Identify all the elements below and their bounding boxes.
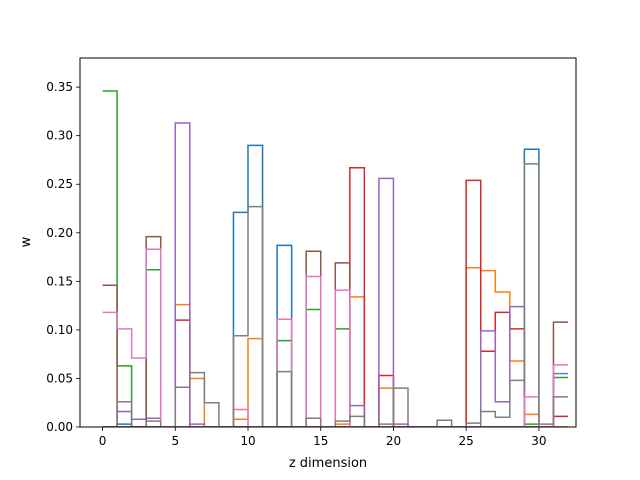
series-line-8 — [102, 163, 568, 427]
y-tick-label: 0.35 — [46, 80, 73, 94]
y-axis-ticks: 0.00 0.05 0.10 0.15 0.20 0.25 0.30 0.35 — [46, 80, 80, 434]
y-tick-label: 0.15 — [46, 274, 73, 288]
x-axis-label: z dimension — [289, 456, 367, 471]
y-tick-label: 0.00 — [46, 420, 73, 434]
x-tick-label: 0 — [99, 434, 107, 448]
x-tick-label: 25 — [459, 434, 474, 448]
y-tick-label: 0.05 — [46, 371, 73, 385]
x-tick-label: 5 — [171, 434, 179, 448]
plot-area — [102, 90, 568, 427]
y-tick-label: 0.20 — [46, 226, 73, 240]
y-tick-label: 0.10 — [46, 323, 73, 337]
x-axis-ticks: 0 5 10 15 20 25 30 — [99, 427, 547, 448]
x-tick-label: 15 — [313, 434, 328, 448]
x-tick-label: 10 — [240, 434, 255, 448]
axes-frame — [79, 57, 577, 428]
x-tick-label: 20 — [386, 434, 401, 448]
x-tick-label: 30 — [531, 434, 546, 448]
series-line-7 — [102, 248, 568, 427]
series-layer — [102, 90, 568, 427]
y-tick-label: 0.30 — [46, 129, 73, 143]
y-axis-label: w — [19, 236, 34, 247]
y-tick-label: 0.25 — [46, 177, 73, 191]
